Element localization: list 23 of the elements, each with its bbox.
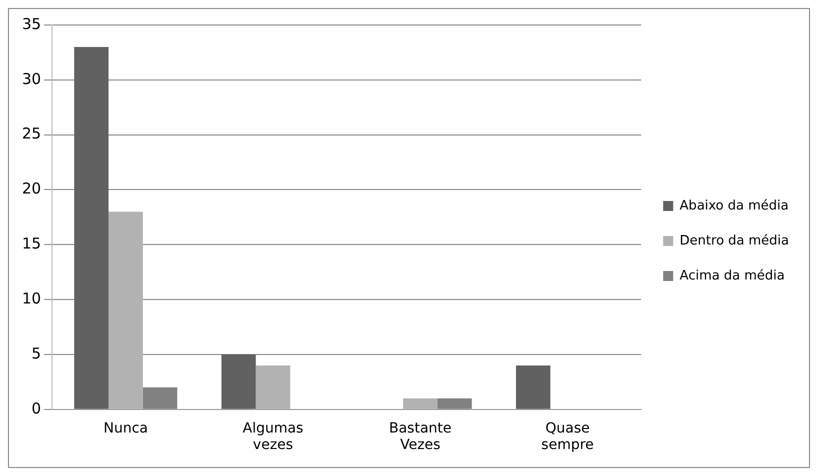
bar: [221, 354, 256, 409]
y-tick-label: 20: [22, 180, 42, 198]
y-tick-label: 5: [32, 344, 42, 362]
x-tick-label: Quase sempre: [541, 420, 594, 454]
bar: [74, 46, 109, 409]
legend-label: Acima da média: [680, 268, 785, 284]
y-tick-label: 25: [22, 124, 42, 143]
legend-label: Dentro da média: [680, 233, 790, 248]
y-tick-label: 35: [22, 14, 42, 33]
y-tick-label: 0: [32, 399, 42, 418]
bar: [142, 387, 178, 409]
bar: [403, 398, 438, 409]
x-tick-label: Nunca: [103, 420, 148, 436]
y-tick-label: 15: [22, 234, 42, 253]
bar: [256, 365, 290, 409]
bar: [516, 365, 550, 409]
x-tick-label: Algumas vezes: [242, 420, 304, 454]
bar: [437, 398, 472, 409]
legend-label: Abaixo da média: [680, 198, 789, 214]
y-tick-label: 10: [22, 289, 42, 308]
x-tick-label: Bastante Vezes: [388, 420, 452, 454]
y-tick-label: 30: [22, 70, 42, 88]
bar: [108, 212, 143, 409]
